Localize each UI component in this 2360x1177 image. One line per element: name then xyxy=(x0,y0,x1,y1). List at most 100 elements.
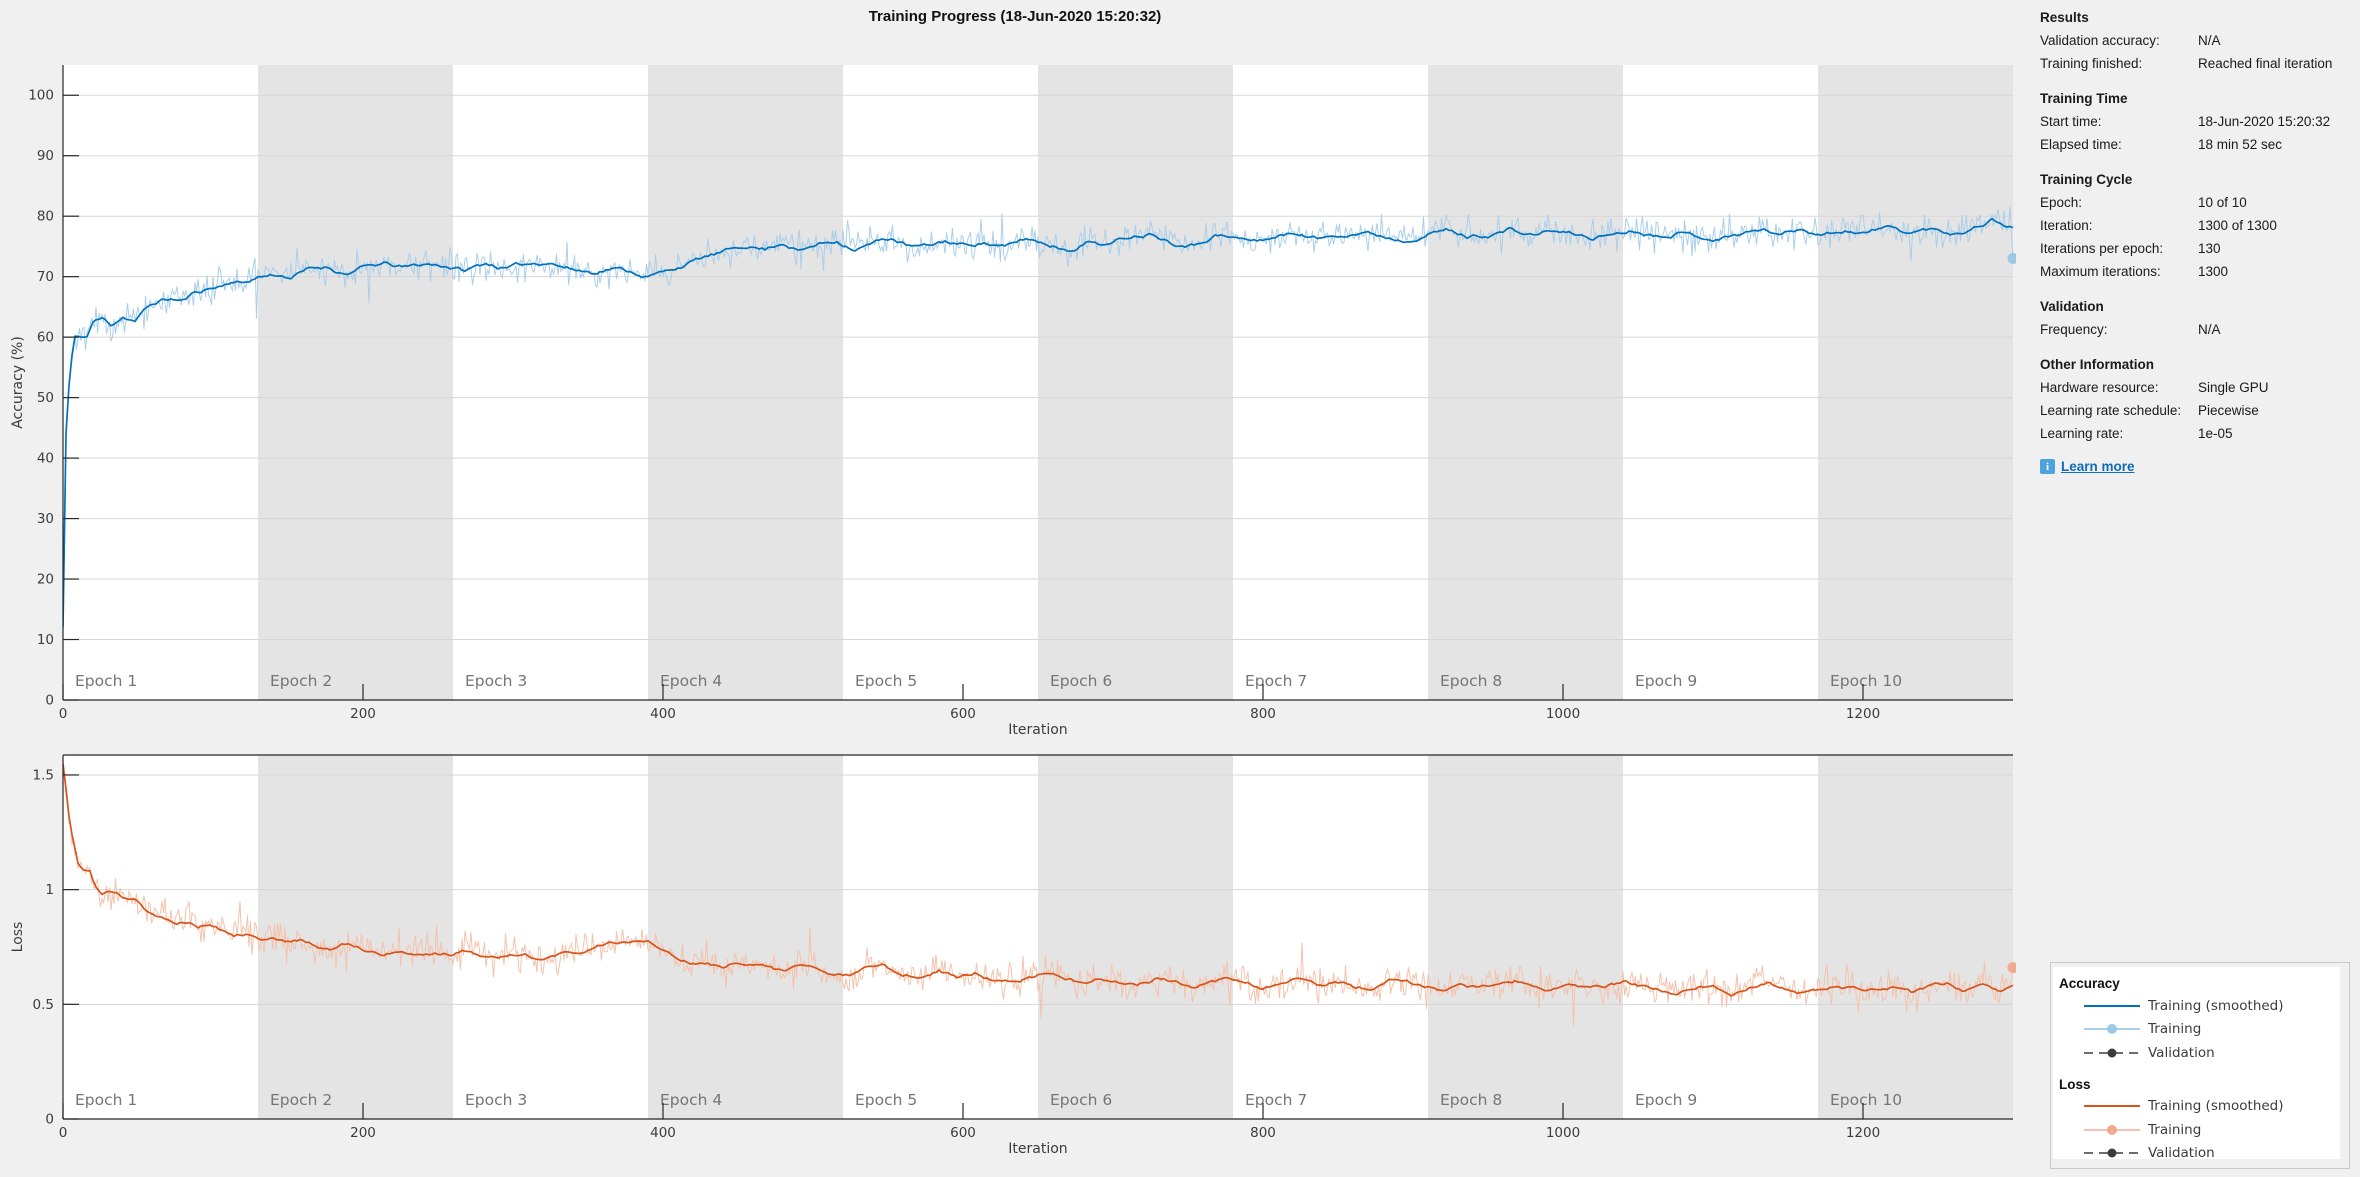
svg-text:1000: 1000 xyxy=(1546,706,1580,722)
svg-text:800: 800 xyxy=(1250,1125,1276,1141)
learn-more-link[interactable]: Learn more xyxy=(2061,459,2135,474)
row-label: Epoch: xyxy=(2040,195,2083,210)
legend-entry-label: Training xyxy=(2148,1021,2202,1038)
row-value: 10 of 10 xyxy=(2198,195,2247,210)
panel-section-training-cycle: Training Cycle Epoch: 10 of 10 Iteration… xyxy=(2040,168,2358,283)
svg-text:0.5: 0.5 xyxy=(33,997,54,1013)
svg-text:Epoch 10: Epoch 10 xyxy=(1830,672,1902,690)
table-row: Validation accuracy: N/A xyxy=(2040,29,2358,52)
svg-text:Epoch 10: Epoch 10 xyxy=(1830,1091,1902,1109)
svg-text:200: 200 xyxy=(350,706,376,722)
line-sample-icon xyxy=(2084,999,2140,1013)
row-value: Piecewise xyxy=(2198,403,2259,418)
info-panel: Results Validation accuracy: N/A Trainin… xyxy=(2040,6,2358,474)
table-row: Hardware resource: Single GPU xyxy=(2040,376,2358,399)
svg-text:1200: 1200 xyxy=(1846,1125,1880,1141)
row-label: Iterations per epoch: xyxy=(2040,241,2164,256)
table-row: Iterations per epoch: 130 xyxy=(2040,237,2358,260)
table-row: Iteration: 1300 of 1300 xyxy=(2040,214,2358,237)
svg-text:100: 100 xyxy=(28,88,54,104)
legend-entry: Validation xyxy=(2059,1142,2340,1166)
svg-text:Accuracy (%): Accuracy (%) xyxy=(10,336,26,429)
svg-text:Epoch 5: Epoch 5 xyxy=(855,1091,917,1109)
row-value: N/A xyxy=(2198,322,2221,337)
legend-entry: Training (smoothed) xyxy=(2059,994,2340,1018)
svg-text:1200: 1200 xyxy=(1846,706,1880,722)
section-title: Results xyxy=(2040,10,2089,25)
svg-text:Epoch 6: Epoch 6 xyxy=(1050,672,1112,690)
line-sample-icon xyxy=(2084,1099,2140,1113)
line-sample-icon xyxy=(2084,1123,2140,1137)
svg-text:1: 1 xyxy=(45,882,54,898)
legend-entry: Training xyxy=(2059,1118,2340,1142)
row-value: 1300 of 1300 xyxy=(2198,218,2277,233)
svg-text:Epoch 1: Epoch 1 xyxy=(75,672,137,690)
svg-text:0: 0 xyxy=(45,693,54,709)
panel-section-training-time: Training Time Start time: 18-Jun-2020 15… xyxy=(2040,87,2358,156)
svg-text:0: 0 xyxy=(59,1125,68,1141)
svg-text:Epoch 4: Epoch 4 xyxy=(660,1091,722,1109)
row-label: Maximum iterations: xyxy=(2040,264,2161,279)
row-value: 1300 xyxy=(2198,264,2229,279)
panel-section-results: Results Validation accuracy: N/A Trainin… xyxy=(2040,6,2358,75)
svg-text:400: 400 xyxy=(650,1125,676,1141)
svg-text:Epoch 9: Epoch 9 xyxy=(1635,672,1697,690)
svg-text:Loss: Loss xyxy=(10,922,26,953)
table-row: Epoch: 10 of 10 xyxy=(2040,191,2358,214)
table-row: Start time: 18-Jun-2020 15:20:32 xyxy=(2040,110,2358,133)
loss-chart: Epoch 1 Epoch 2 Epoch 3 Epoch 4 Epoch 5 Epoch… xyxy=(10,754,2016,1157)
svg-text:Epoch 4: Epoch 4 xyxy=(660,672,722,690)
row-label: Iteration: xyxy=(2040,218,2093,233)
svg-text:30: 30 xyxy=(37,511,54,527)
section-title: Validation xyxy=(2040,299,2104,314)
section-title: Other Information xyxy=(2040,357,2154,372)
line-sample-icon xyxy=(2084,1146,2140,1160)
legend-entry-label: Training (smoothed) xyxy=(2148,1098,2284,1115)
svg-text:Epoch 3: Epoch 3 xyxy=(465,672,527,690)
legend-entry: Training xyxy=(2059,1018,2340,1042)
legend-group-loss: Loss Training (smoothed) Training Valida… xyxy=(2059,1074,2340,1166)
svg-text:Epoch 2: Epoch 2 xyxy=(270,672,332,690)
svg-text:600: 600 xyxy=(950,1125,976,1141)
svg-text:1.5: 1.5 xyxy=(33,767,54,783)
panel-section-other-information: Other Information Hardware resource: Sin… xyxy=(2040,353,2358,445)
table-row: Frequency: N/A xyxy=(2040,318,2358,341)
legend-entry-label: Training xyxy=(2148,1121,2202,1138)
table-row: Learning rate schedule: Piecewise xyxy=(2040,399,2358,422)
svg-text:0: 0 xyxy=(45,1112,54,1128)
info-icon: i xyxy=(2040,459,2055,474)
row-label: Start time: xyxy=(2040,114,2102,129)
svg-text:60: 60 xyxy=(37,330,54,346)
page-title: Training Progress (18-Jun-2020 15:20:32) xyxy=(868,8,1162,25)
legend-entry-label: Training (smoothed) xyxy=(2148,997,2284,1014)
legend-inner: Accuracy Training (smoothed) Training Va… xyxy=(2053,967,2340,1161)
line-sample-icon xyxy=(2084,1046,2140,1060)
row-value: Single GPU xyxy=(2198,380,2269,395)
row-label: Frequency: xyxy=(2040,322,2108,337)
svg-text:Epoch 8: Epoch 8 xyxy=(1440,672,1502,690)
legend-entry-label: Validation xyxy=(2148,1145,2215,1162)
row-label: Validation accuracy: xyxy=(2040,33,2160,48)
panel-section-validation: Validation Frequency: N/A xyxy=(2040,295,2358,341)
svg-text:40: 40 xyxy=(37,451,54,467)
svg-text:Epoch 9: Epoch 9 xyxy=(1635,1091,1697,1109)
svg-text:200: 200 xyxy=(350,1125,376,1141)
svg-text:20: 20 xyxy=(37,572,54,588)
row-value: 18-Jun-2020 15:20:32 xyxy=(2198,114,2331,129)
row-label: Elapsed time: xyxy=(2040,137,2122,152)
svg-text:70: 70 xyxy=(37,269,54,285)
learn-more-row: i Learn more xyxy=(2040,459,2358,474)
svg-text:Epoch 2: Epoch 2 xyxy=(270,1091,332,1109)
row-value: 18 min 52 sec xyxy=(2198,137,2283,152)
svg-text:1000: 1000 xyxy=(1546,1125,1580,1141)
row-value: N/A xyxy=(2198,33,2221,48)
accuracy-chart: Epoch 1 Epoch 2 Epoch 3 Epoch 4 Epoch 5 Epoch… xyxy=(10,65,2016,738)
row-value: 130 xyxy=(2198,241,2221,256)
section-title: Training Cycle xyxy=(2040,172,2133,187)
legend-group-accuracy: Accuracy Training (smoothed) Training Va… xyxy=(2059,973,2340,1065)
svg-text:Epoch 8: Epoch 8 xyxy=(1440,1091,1502,1109)
table-row: Training finished: Reached final iterati… xyxy=(2040,52,2358,75)
svg-text:Epoch 7: Epoch 7 xyxy=(1245,1091,1307,1109)
legend-group-title: Loss xyxy=(2059,1076,2091,1092)
row-label: Learning rate: xyxy=(2040,426,2124,441)
